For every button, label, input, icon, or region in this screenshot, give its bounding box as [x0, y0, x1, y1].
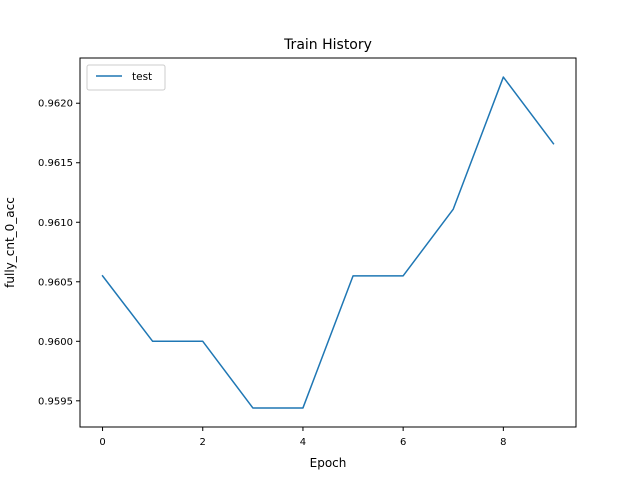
- y-tick-label: 0.9600: [38, 337, 73, 348]
- legend-box: [86, 64, 166, 91]
- y-tick-label: 0.9615: [38, 158, 73, 169]
- x-tick-label: 6: [400, 437, 406, 448]
- x-axis-label: Epoch: [310, 456, 347, 470]
- x-tick-label: 4: [300, 437, 306, 448]
- chart-title: Train History: [283, 37, 372, 53]
- y-tick-label: 0.9605: [38, 277, 73, 288]
- x-axis-ticks: 0 2 4 6 8: [99, 427, 507, 448]
- legend-label: test: [132, 71, 152, 83]
- plot-lines: [101, 76, 555, 409]
- y-tick-label: 0.9595: [38, 396, 73, 407]
- y-axis-ticks: 0.9595 0.9600 0.9605 0.9610 0.9615 0.9620: [38, 99, 80, 407]
- y-axis-label: fully_cnt_0_acc: [3, 197, 17, 288]
- x-tick-label: 2: [200, 437, 206, 448]
- x-tick-label: 0: [99, 437, 105, 448]
- series-line-test: [101, 76, 555, 409]
- plot-frame: [79, 57, 577, 428]
- y-tick-label: 0.9620: [38, 99, 73, 110]
- y-tick-label: 0.9610: [38, 218, 73, 229]
- x-tick-label: 8: [500, 437, 506, 448]
- legend: test: [86, 64, 166, 91]
